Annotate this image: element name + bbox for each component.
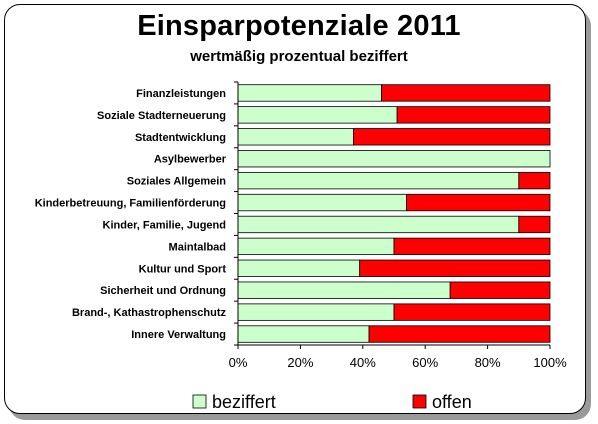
bar-beziffert-2	[237, 128, 354, 146]
chart-title: Einsparpotenziale 2011	[137, 10, 461, 42]
bar-offen-7	[393, 237, 551, 256]
category-label: Sicherheit und Ordnung	[100, 285, 226, 297]
category-label: Brand-, Kathastrophenschutz	[72, 307, 227, 319]
bar-offen-5	[406, 193, 551, 212]
bar-beziffert-4	[237, 171, 520, 190]
bar-beziffert-3	[237, 150, 551, 168]
category-label: Innere Verwaltung	[131, 329, 226, 341]
bar-offen-11	[368, 325, 551, 343]
category-label: Soziale Stadterneuerung	[97, 110, 226, 122]
bar-beziffert-1	[237, 106, 398, 124]
bar-offen-9	[449, 281, 551, 299]
category-label: Kinder, Familie, Jugend	[103, 219, 226, 231]
legend-label-beziffert: beziffert	[212, 392, 276, 412]
bar-offen-8	[359, 259, 551, 277]
chart-subtitle: wertmäßig prozentual beziffert	[190, 48, 408, 65]
bar-offen-4	[518, 171, 551, 190]
bar-beziffert-10	[237, 303, 395, 321]
bar-offen-10	[393, 303, 551, 321]
category-label: Asylbewerber	[154, 154, 227, 166]
category-label: Kultur und Sport	[139, 263, 227, 275]
legend-label-offen: offen	[432, 392, 472, 412]
x-tick-label: 80%	[475, 355, 501, 370]
category-label: Kinderbetreuung, Familienförderung	[35, 198, 226, 210]
bar-offen-6	[518, 215, 551, 234]
bar-offen-0	[381, 84, 551, 102]
bar-beziffert-7	[237, 237, 395, 256]
x-tick-label: 40%	[350, 355, 376, 370]
x-tick-label: 60%	[412, 355, 438, 370]
bar-offen-2	[353, 128, 551, 146]
category-label: Stadtentwicklung	[135, 132, 226, 144]
x-tick-label: 0%	[229, 355, 248, 370]
bar-beziffert-11	[237, 325, 370, 343]
category-label: Soziales Allgemein	[127, 176, 227, 188]
bar-beziffert-6	[237, 215, 520, 234]
bar-beziffert-5	[237, 193, 407, 212]
category-label: Maintalbad	[169, 241, 226, 253]
x-tick-label: 20%	[287, 355, 313, 370]
bar-beziffert-8	[237, 259, 361, 277]
bar-beziffert-9	[237, 281, 451, 299]
legend-swatch-offen	[412, 394, 427, 409]
bar-offen-1	[396, 106, 551, 124]
x-tick-label: 100%	[533, 355, 567, 370]
bar-beziffert-0	[237, 84, 382, 102]
category-label: Finanzleistungen	[136, 88, 226, 100]
legend-swatch-beziffert	[192, 394, 207, 409]
